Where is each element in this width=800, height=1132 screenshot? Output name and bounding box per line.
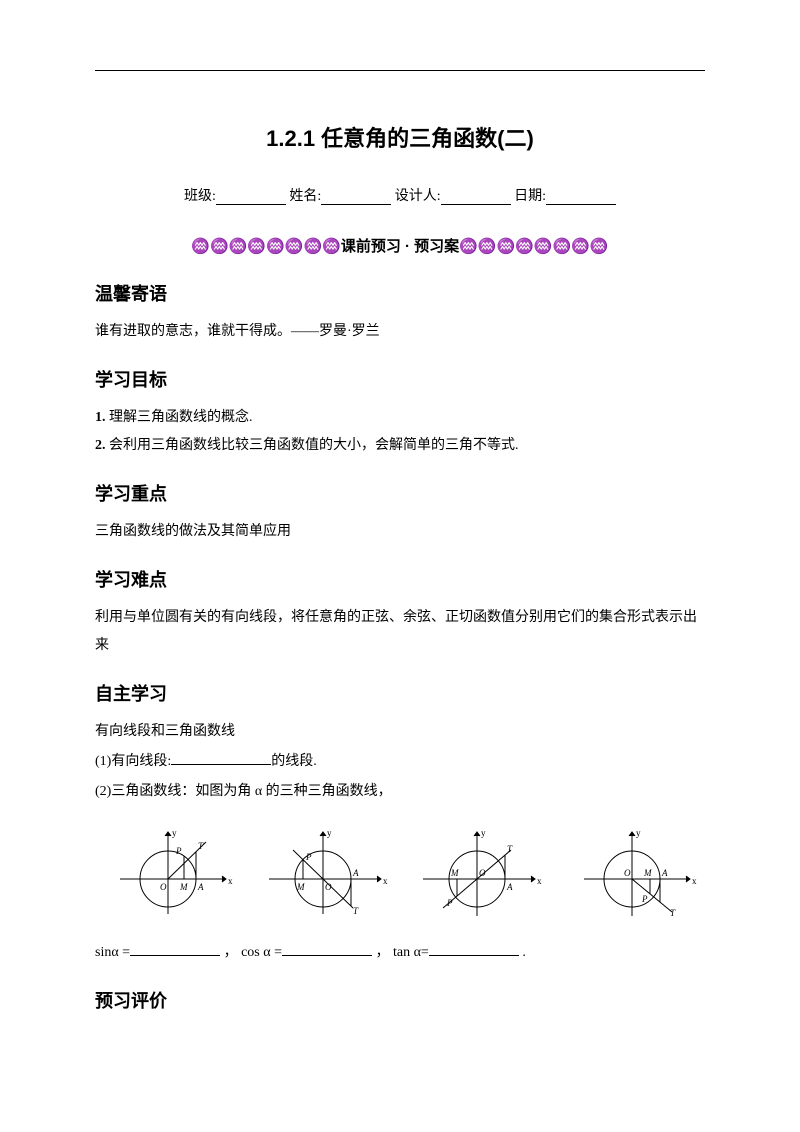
banner-deco-left: ♒♒♒♒♒♒♒♒ (191, 238, 340, 255)
diagrams-row: y x O M A P T y (95, 824, 705, 927)
svg-text:P: P (446, 898, 453, 908)
svg-text:x: x (228, 876, 233, 886)
svg-text:x: x (383, 876, 388, 886)
svg-text:y: y (172, 828, 177, 838)
top-rule (95, 70, 705, 71)
eq-end: . (522, 945, 526, 960)
page-title: 1.2.1 任意角的三角函数(二) (95, 121, 705, 153)
name-blank (321, 189, 391, 205)
svg-text:O: O (160, 882, 167, 892)
svg-text:A: A (197, 882, 204, 892)
eq-blank-sin (130, 942, 220, 956)
zizhu-line2b: 的线段. (271, 754, 317, 769)
date-label: 日期: (514, 189, 546, 204)
svg-text:O: O (479, 868, 486, 878)
svg-text:M: M (450, 868, 459, 878)
svg-text:T: T (507, 844, 513, 854)
class-label: 班级: (184, 189, 216, 204)
svg-text:x: x (692, 876, 697, 886)
banner-deco-right: ♒♒♒♒♒♒♒♒ (459, 238, 608, 255)
svg-text:O: O (325, 882, 332, 892)
mubiao-item-2-text: 会利用三角函数线比较三角函数值的大小，会解简单的三角不等式. (106, 438, 519, 453)
svg-text:P: P (175, 846, 182, 856)
diagram-3: y x O M A P T (404, 824, 551, 927)
eq-blank-tan (429, 942, 519, 956)
zizhu-line2a: (1)有向线段: (95, 754, 171, 769)
class-blank (216, 189, 286, 205)
svg-text:O: O (624, 868, 631, 878)
diagram-4: y x O M A P T (559, 824, 706, 927)
svg-text:y: y (636, 828, 641, 838)
svg-text:M: M (296, 882, 305, 892)
heading-yuxi: 预习评价 (95, 987, 705, 1013)
svg-text:y: y (481, 828, 486, 838)
svg-text:P: P (305, 852, 312, 862)
mubiao-item-2: 2. 会利用三角函数线比较三角函数值的大小，会解简单的三角不等式. (95, 432, 705, 460)
svg-text:A: A (661, 868, 668, 878)
mubiao-item-2-num: 2. (95, 438, 106, 453)
diagram-2: y x O M A P T (250, 824, 397, 927)
heading-mubiao: 学习目标 (95, 366, 705, 392)
svg-text:A: A (352, 868, 359, 878)
svg-text:T: T (670, 908, 676, 918)
svg-text:M: M (179, 882, 188, 892)
wenxin-text: 谁有进取的意志，谁就干得成。——罗曼·罗兰 (95, 318, 705, 346)
zizhu-blank-1 (171, 751, 271, 765)
nandian-text: 利用与单位圆有关的有向线段，将任意角的正弦、余弦、正切函数值分别用它们的集合形式… (95, 604, 705, 660)
designer-label: 设计人: (395, 189, 441, 204)
name-label: 姓名: (289, 189, 321, 204)
svg-text:T: T (198, 841, 204, 851)
heading-nandian: 学习难点 (95, 566, 705, 592)
zizhu-line1: 有向线段和三角函数线 (95, 718, 705, 746)
svg-text:y: y (327, 828, 332, 838)
svg-text:T: T (353, 906, 359, 916)
svg-text:A: A (506, 882, 513, 892)
date-blank (546, 189, 616, 205)
eq-tan: ， tan α= (375, 945, 428, 960)
banner-text: 课前预习 · 预习案 (341, 238, 459, 255)
svg-text:x: x (537, 876, 542, 886)
heading-wenxin: 温馨寄语 (95, 280, 705, 306)
eq-line: sinα = ， cos α = ， tan α= . (95, 939, 705, 967)
eq-cos: ， cos α = (224, 945, 282, 960)
designer-blank (441, 189, 511, 205)
heading-zhongdian: 学习重点 (95, 480, 705, 506)
mubiao-item-1-text: 理解三角函数线的概念. (106, 410, 253, 425)
svg-text:P: P (641, 894, 648, 904)
svg-text:M: M (643, 868, 652, 878)
mubiao-item-1-num: 1. (95, 410, 106, 425)
zizhu-line3: (2)三角函数线：如图为角 α 的三种三角函数线， (95, 778, 705, 806)
heading-zizhu: 自主学习 (95, 680, 705, 706)
zizhu-line2: (1)有向线段: 的线段. (95, 748, 705, 776)
eq-blank-cos (282, 942, 372, 956)
mubiao-item-1: 1. 理解三角函数线的概念. (95, 404, 705, 432)
section-banner: ♒♒♒♒♒♒♒♒课前预习 · 预习案♒♒♒♒♒♒♒♒ (95, 235, 705, 256)
info-line: 班级: 姓名: 设计人: 日期: (95, 185, 705, 205)
diagram-1: y x O M A P T (95, 824, 242, 927)
eq-sin: sinα = (95, 945, 130, 960)
zhongdian-text: 三角函数线的做法及其简单应用 (95, 518, 705, 546)
